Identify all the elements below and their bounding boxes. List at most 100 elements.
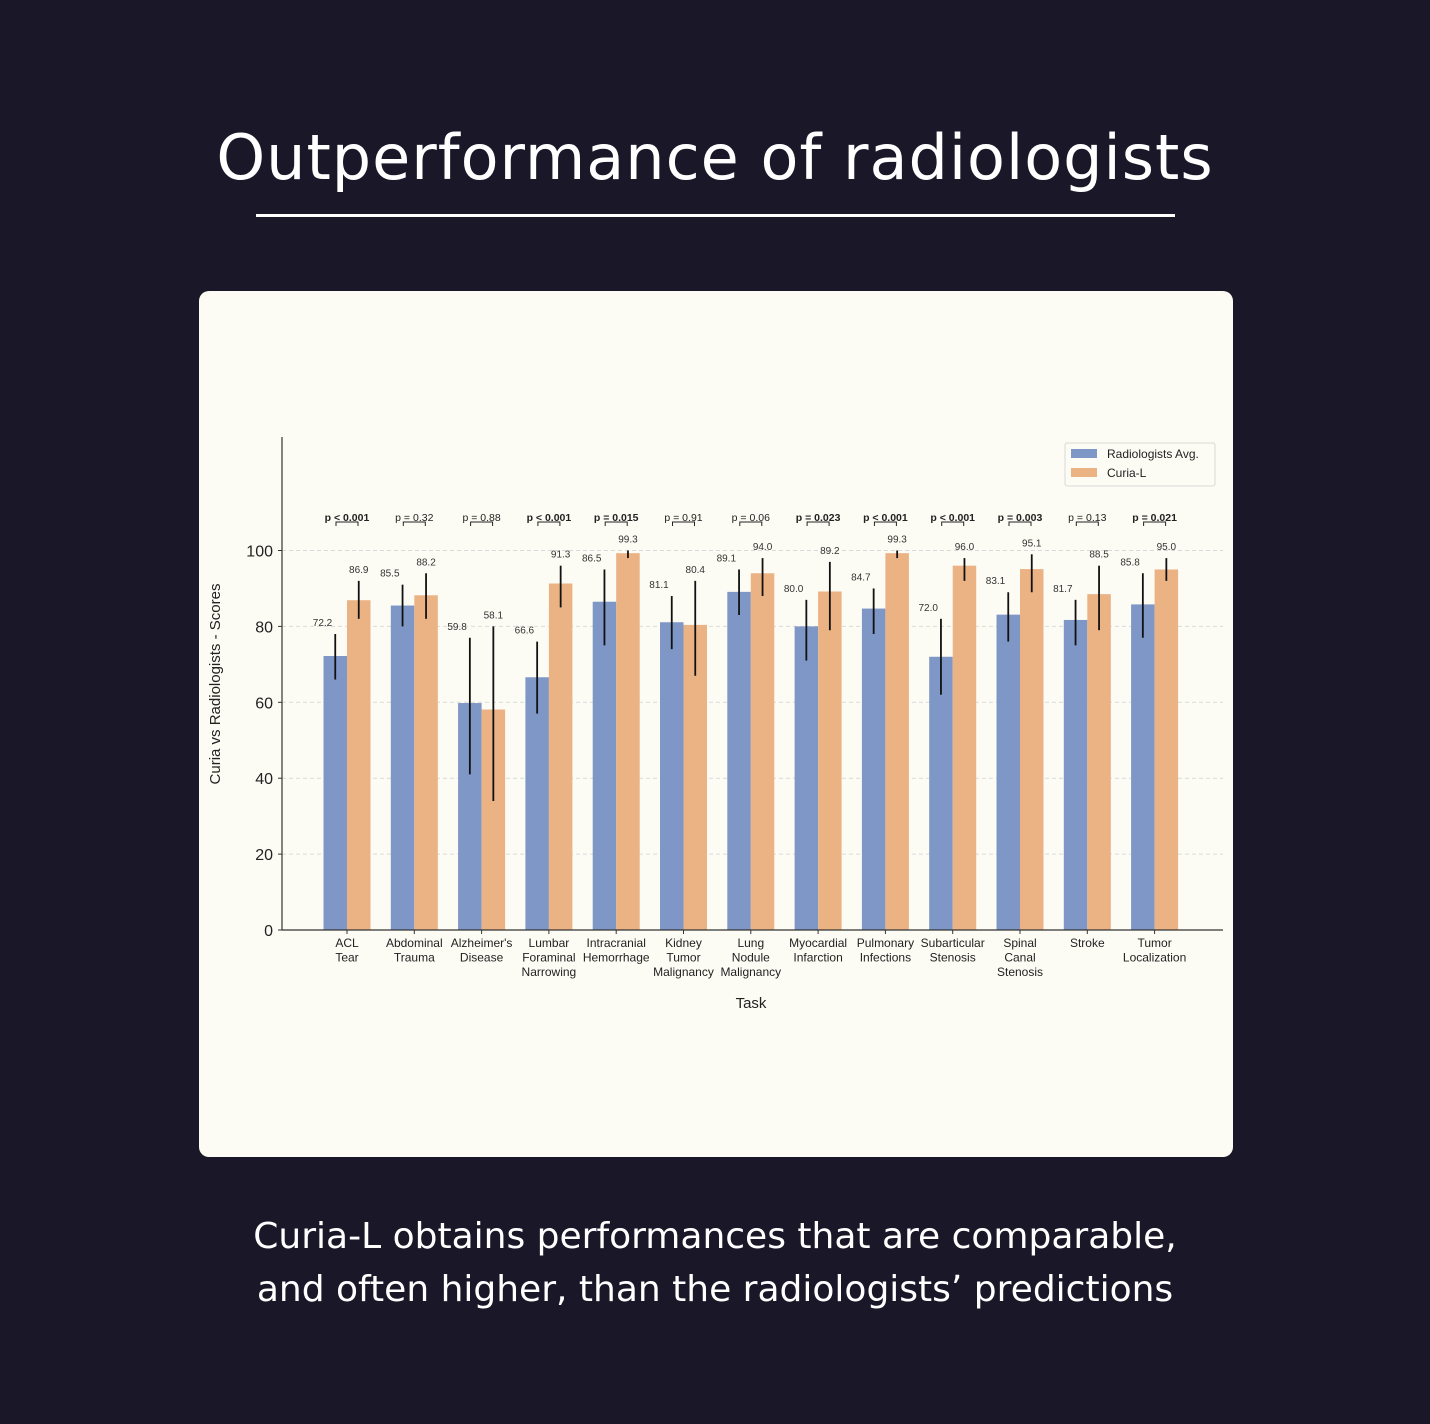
bar-radiologists [727,591,751,930]
bars [323,553,1179,930]
bar-radiologists [996,614,1020,930]
value-labels: 72.2 86.9 85.5 88.2 59.8 58.1 66.6 91.3 86.5 99.3… [313,535,1177,637]
bar-radiologists [1131,604,1155,930]
value-label: 81.1 [649,580,669,591]
p-value-bracket [604,521,628,526]
value-label: 91.3 [551,550,571,561]
legend-label-radiologists: Radiologists Avg. [1107,447,1199,461]
p-value-label: p = 0.023 [796,512,841,524]
bar-curia [683,624,707,930]
x-axis-title: Task [736,995,767,1012]
bar-radiologists [660,622,684,930]
value-label: 99.3 [887,535,907,546]
bar-chart: 72.2 86.9 85.5 88.2 59.8 58.1 66.6 91.3 86.5 99.3… [207,437,1223,1012]
value-label: 80.4 [686,565,706,576]
p-value-label: p < 0.001 [930,512,975,524]
p-value-label: p = 0.015 [594,512,639,524]
legend: Radiologists Avg. Curia-L [1064,442,1216,487]
value-label: 96.0 [955,542,975,553]
x-tick-label: Lumbar Foraminal Narrowing [522,936,577,979]
bar-curia [885,553,909,930]
p-value-label: p < 0.001 [527,512,572,524]
value-label: 72.2 [313,618,333,629]
value-label: 88.2 [416,557,436,568]
p-value-label: p = 0.13 [1068,512,1106,524]
p-value-label: p = 0.88 [462,512,500,524]
value-label: 85.5 [380,569,400,580]
bar-radiologists [1063,619,1088,930]
bar-curia [1087,594,1111,930]
value-label: 83.1 [986,576,1006,587]
bar-curia [347,600,371,930]
value-label: 80.0 [784,584,804,595]
x-tick-label: Tumor Localization [1123,936,1186,965]
bar-curia [1020,569,1044,930]
p-value-bracket [672,521,695,526]
value-label: 95.1 [1022,538,1042,549]
bar-curia [616,553,640,930]
bar-radiologists [390,605,415,930]
x-tick-label: Pulmonary Infections [857,936,914,965]
caption: Curia-L obtains performances that are co… [0,1210,1430,1316]
p-value-bracket [470,521,494,526]
bar-radiologists [592,601,617,930]
x-tick-label: Lung Nodule Malignancy [720,936,781,979]
bar-curia [414,595,438,930]
chart-card: 72.2 86.9 85.5 88.2 59.8 58.1 66.6 91.3 86.5 99.3… [199,291,1233,1157]
value-label: 89.2 [820,546,840,557]
p-value-bracket [873,521,897,526]
p-value-annotations: p < 0.001 p = 0.32 p = 0.88 p < 0.001 p = 0.… [325,512,1177,526]
x-tick-label: ACL Tear [335,936,359,965]
legend-frame [1064,442,1216,487]
title-underline [256,214,1175,217]
bar-curia [481,709,506,930]
p-value-label: p < 0.001 [325,512,370,524]
x-tick-label: Stroke [1070,936,1105,950]
p-value-bracket [941,521,965,526]
p-value-label: p = 0.91 [664,512,702,524]
value-label: 86.5 [582,553,602,564]
caption-line-1: Curia-L obtains performances that are co… [253,1216,1177,1257]
y-tick-label: 0 [264,923,273,940]
value-label: 84.7 [851,572,871,583]
x-tick-label: Abdominal Trauma [386,936,443,965]
p-value-label: p = 0.32 [395,512,433,524]
p-value-bracket [1075,521,1099,526]
page-title: Outperformance of radiologists [216,121,1214,194]
y-tick-label: 60 [255,695,273,712]
value-label: 85.8 [1120,557,1140,568]
x-tick-label: Alzheimer's Disease [451,936,513,965]
bar-curia [750,573,775,930]
y-tick-label: 100 [246,544,273,561]
axes [281,437,1223,931]
p-value-bracket [1143,521,1167,526]
value-label: 88.5 [1089,550,1109,561]
p-value-bracket [806,521,830,526]
p-value-label: p = 0.06 [732,512,770,524]
bar-radiologists [525,677,549,930]
legend-swatch-curia [1071,468,1097,477]
x-tick-label: Subarticular Stenosis [921,936,985,965]
value-label: 66.6 [515,626,535,637]
value-label: 81.7 [1053,584,1073,595]
value-label: 59.8 [447,622,467,633]
p-value-label: p < 0.001 [863,512,908,524]
p-value-bracket [1008,521,1032,526]
legend-label-curia: Curia-L [1107,466,1147,480]
p-value-bracket [402,521,426,526]
value-label: 99.3 [618,535,638,546]
bar-radiologists [794,626,819,930]
value-label: 86.9 [349,565,369,576]
y-tick-label: 20 [255,847,273,864]
error-bars [334,550,1168,801]
bar-radiologists [861,608,886,930]
p-value-bracket [537,521,561,526]
p-value-bracket [739,521,763,526]
bar-curia [818,591,842,930]
x-tick-label: Kidney Tumor Malignancy [653,936,714,979]
p-value-label: p = 0.003 [998,512,1043,524]
y-tick-label: 80 [255,619,273,636]
p-value-label: p = 0.021 [1132,512,1177,524]
value-label: 95.0 [1157,542,1177,553]
value-label: 72.0 [918,603,938,614]
